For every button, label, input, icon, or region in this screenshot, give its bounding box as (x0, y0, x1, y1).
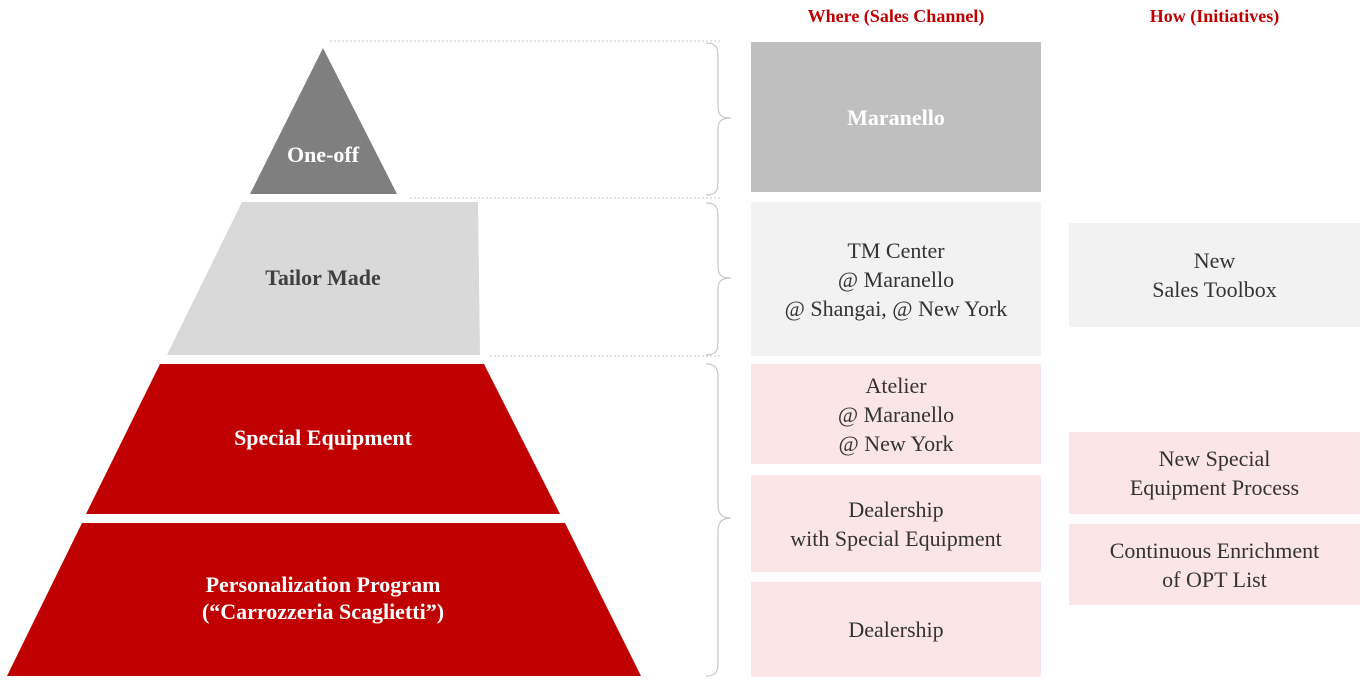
channel-line: with Special Equipment (790, 525, 1002, 551)
header-where-sales-channel: Where (Sales Channel) (807, 6, 985, 26)
pyramid-tier-tailor-made (167, 202, 480, 355)
brace-special-personalization (705, 363, 732, 677)
initiative-line: New Special (1158, 446, 1271, 471)
initiative-box-special-equipment-process: New Special Equipment Process (1069, 432, 1360, 514)
channel-line: @ Maranello (837, 266, 955, 292)
brace-tailor-made (705, 202, 732, 356)
channel-box-dealership: Dealership (751, 582, 1041, 677)
initiative-line: Continuous Enrichment (1109, 537, 1320, 563)
pyramid-tier-one-off (250, 48, 397, 194)
initiative-line: Sales Toolbox (1152, 277, 1277, 302)
initiative-box-sales-toolbox: New Sales Toolbox (1069, 223, 1360, 327)
initiative-box-opt-list-enrichment: Continuous Enrichment of OPT List (1069, 524, 1360, 605)
pyramid-tier-special-equipment (86, 364, 560, 514)
tier-label-tailor-made: Tailor Made (265, 265, 381, 290)
pyramid-tier-personalization-program (7, 523, 641, 676)
tier-label-personalization-program: Personalization Program (“Carrozzeria Sca… (202, 572, 444, 624)
channel-line: @ Shangai, @ New York (784, 295, 1008, 321)
channel-line: @ Maranello (837, 401, 955, 427)
initiative-line: of OPT List (1162, 566, 1267, 592)
channel-box-maranello: Maranello (751, 42, 1041, 192)
initiative-line: New (1193, 248, 1236, 273)
tier-label-special-equipment: Special Equipment (234, 425, 413, 450)
header-how-initiatives: How (Initiatives) (1149, 6, 1280, 26)
channel-box-dealership-special-equipment: Dealership with Special Equipment (751, 475, 1041, 572)
channel-line: Dealership (848, 617, 944, 642)
channel-line: Atelier (865, 372, 927, 398)
channel-line: Maranello (847, 104, 945, 130)
channel-box-tm-center: TM Center @ Maranello @ Shangai, @ New Y… (751, 202, 1041, 356)
channel-line: Dealership (848, 496, 944, 522)
channel-box-atelier: Atelier @ Maranello @ New York (751, 364, 1041, 464)
tier-label-one-off: One-off (287, 142, 360, 167)
initiative-line: Equipment Process (1129, 475, 1300, 500)
channel-line: @ New York (838, 430, 954, 456)
brace-one-off (705, 42, 732, 196)
channel-line: TM Center (847, 237, 945, 263)
